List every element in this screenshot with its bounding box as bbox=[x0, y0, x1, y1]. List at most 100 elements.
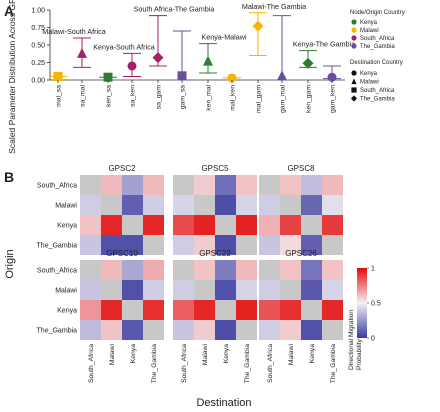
group-ken-gam-gam-ken: Kenya-The Gambia ken_gam gam_ken bbox=[293, 40, 355, 113]
col-label: South_Africa bbox=[267, 344, 274, 383]
heatmap-cell bbox=[236, 215, 257, 235]
heatmap-cell bbox=[215, 260, 236, 280]
heatmap-cell bbox=[122, 320, 143, 340]
heatmap-cell bbox=[322, 215, 343, 235]
heatmap-cell bbox=[215, 215, 236, 235]
group-sa-gam-gam-sa: South Africa-The Gambia sa_gam gam_sa bbox=[134, 5, 215, 110]
heatmap-cell bbox=[280, 175, 301, 195]
x-tick-label: ken_mal bbox=[206, 85, 213, 111]
heatmap-cell bbox=[259, 300, 280, 320]
heatmap-cell bbox=[122, 175, 143, 195]
heatmap-cell bbox=[194, 300, 215, 320]
heatmap-cell bbox=[215, 280, 236, 300]
heatmap-cell bbox=[101, 300, 122, 320]
panel-b-ylabel: Origin bbox=[4, 249, 16, 278]
heatmap-cell bbox=[280, 300, 301, 320]
panel-b-xlabel: Destination bbox=[196, 397, 251, 409]
heatmap-cell bbox=[280, 195, 301, 215]
legend-origin-swatch bbox=[351, 43, 357, 49]
group-title: Malawi-The Gambia bbox=[242, 2, 306, 11]
heatmap-cell bbox=[143, 260, 164, 280]
y-tick-label: 0.00 bbox=[31, 78, 45, 85]
heatmap-gpsc26: GPSC26 bbox=[259, 249, 343, 340]
col-label: Kenya bbox=[223, 344, 230, 363]
heatmap-cell bbox=[80, 215, 101, 235]
heatmap-cell bbox=[80, 195, 101, 215]
heatmap-cell bbox=[143, 175, 164, 195]
heatmap-title: GPSC26 bbox=[285, 249, 317, 258]
heatmap-cell bbox=[322, 260, 343, 280]
heatmap-cell bbox=[322, 235, 343, 255]
legend-dest-title: Destination Country bbox=[350, 60, 403, 66]
col-label: Malawi bbox=[288, 344, 295, 366]
col-label: Malawi bbox=[109, 344, 116, 366]
heatmap-cell bbox=[101, 320, 122, 340]
data-point bbox=[227, 73, 237, 83]
data-point bbox=[103, 72, 113, 82]
y-tick-label: 0.75 bbox=[31, 25, 45, 32]
panel-a-ylabel: Scaled Parameter Distribution Across GPS… bbox=[7, 0, 17, 154]
legend-origin-title: Node/Origin Country bbox=[350, 10, 405, 16]
heatmap-cell bbox=[173, 235, 194, 255]
legend-dest-shape bbox=[351, 78, 357, 85]
legend-dest-label: Kenya bbox=[360, 71, 378, 77]
heatmap-gpsc22: GPSC22 bbox=[173, 249, 257, 340]
row-label: Kenya bbox=[57, 223, 77, 230]
legend-origin-swatch bbox=[351, 35, 357, 41]
heatmap-gpsc2: GPSC2 bbox=[80, 164, 164, 255]
group-mal-gam-gam-mal: Malawi-The Gambia mal_gam gam_mal bbox=[242, 2, 306, 113]
colorbar-tick-label: 0 bbox=[371, 336, 375, 343]
heatmap-cell bbox=[215, 300, 236, 320]
heatmap-cell bbox=[322, 300, 343, 320]
legend-dest-shape bbox=[351, 70, 357, 76]
row-label: The_Gambia bbox=[37, 243, 78, 250]
group-title: Kenya-The Gambia bbox=[293, 40, 355, 49]
data-point bbox=[127, 61, 137, 71]
heatmap-cell bbox=[301, 215, 322, 235]
heatmap-cell bbox=[101, 235, 122, 255]
heatmap-cell bbox=[101, 175, 122, 195]
group-title: Malawi-South Africa bbox=[42, 27, 106, 36]
x-tick-label: ken_gam bbox=[306, 85, 313, 113]
heatmap-cell bbox=[236, 300, 257, 320]
heatmap-cell bbox=[322, 320, 343, 340]
legend-dest-shape bbox=[350, 95, 358, 102]
data-point bbox=[203, 55, 213, 66]
heatmap-cell bbox=[194, 195, 215, 215]
heatmap-cell bbox=[280, 260, 301, 280]
col-label: Malawi bbox=[202, 344, 209, 366]
heatmap-cell bbox=[101, 215, 122, 235]
heatmap-cell bbox=[301, 235, 322, 255]
heatmap-cell bbox=[280, 320, 301, 340]
heatmap-cell bbox=[236, 175, 257, 195]
heatmap-cell bbox=[122, 195, 143, 215]
heatmap-cell bbox=[259, 235, 280, 255]
heatmap-cell bbox=[122, 260, 143, 280]
heatmap-cell bbox=[301, 300, 322, 320]
heatmap-cell bbox=[215, 175, 236, 195]
heatmap-gpsc5: GPSC5 bbox=[173, 164, 257, 255]
legend-origin-swatch bbox=[351, 19, 357, 25]
y-tick-label: 0.50 bbox=[31, 43, 45, 50]
legend-dest-shape bbox=[351, 87, 357, 93]
colorbar-bar bbox=[357, 268, 367, 338]
col-label: Kenya bbox=[309, 344, 316, 363]
heatmap-cell bbox=[122, 215, 143, 235]
data-point bbox=[53, 72, 63, 81]
heatmap-cell bbox=[194, 260, 215, 280]
x-tick-label: gam_mal bbox=[280, 85, 287, 113]
legend-origin-label: Malawi bbox=[360, 28, 379, 34]
panel-b-chart: Origin Destination GPSC2 GPSC5 GPSC8 GPSC10… bbox=[4, 164, 381, 409]
heatmap-cell bbox=[143, 280, 164, 300]
legend-origin-swatch bbox=[351, 27, 357, 33]
row-label: Malawi bbox=[55, 288, 77, 295]
legend-dest-label: Malawi bbox=[360, 80, 379, 86]
col-label: The_Gambia bbox=[330, 344, 337, 384]
heatmap-cell bbox=[173, 300, 194, 320]
heatmap-cell bbox=[301, 195, 322, 215]
group-ken-mal-mal-ken: Kenya-Malawi ken_mal mal_ken bbox=[199, 33, 247, 111]
row-label: South_Africa bbox=[37, 183, 77, 190]
panel-b-letter: B bbox=[4, 169, 14, 185]
heatmap-cell bbox=[215, 320, 236, 340]
heatmap-cell bbox=[173, 195, 194, 215]
